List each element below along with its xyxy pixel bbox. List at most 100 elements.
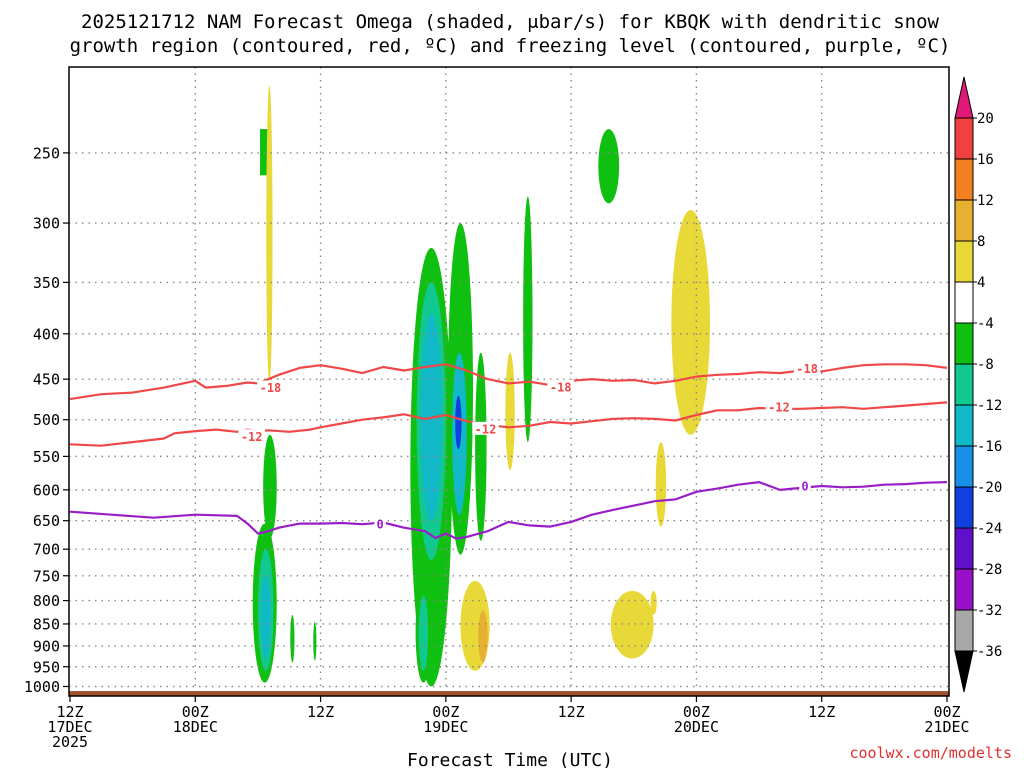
x-tick-label: 00Z	[432, 703, 459, 721]
colorbar-tick-label: 4	[977, 275, 985, 291]
x-axis-label: Forecast Time (UTC)	[407, 750, 613, 768]
terrain-layer	[69, 691, 949, 696]
contour-lines-layer: -18 -18 -18 -12 -12 -12 0 0	[69, 361, 948, 540]
colorbar-bin	[954, 527, 974, 570]
omega-region	[505, 352, 515, 471]
omega-region	[598, 129, 620, 204]
colorbar-tick-label: 16	[977, 152, 994, 168]
credit-text: coolwx.com/modelts	[849, 744, 1012, 762]
x-tick-label: 21DEC	[924, 718, 969, 736]
colorbar-tick-label: 12	[977, 193, 994, 209]
contour-label-bg	[799, 479, 811, 493]
colorbar-bin	[954, 486, 974, 529]
colorbar-bin	[954, 158, 974, 201]
contour-label: -12	[768, 401, 790, 415]
colorbar-tick-label: -8	[977, 357, 994, 373]
omega-region	[478, 610, 488, 663]
contour-label-bg	[238, 429, 265, 443]
colorbar-tick-label: -24	[977, 521, 1002, 537]
y-tick-label: 1000	[24, 678, 60, 696]
x-tick-label: 12Z	[307, 703, 334, 721]
terrain-band	[69, 691, 949, 696]
contour-label: -12	[475, 422, 497, 436]
y-tick-label: 350	[33, 274, 60, 292]
colorbar-bin	[954, 281, 974, 324]
plot-frame	[68, 66, 950, 697]
omega-region	[610, 590, 654, 659]
omega-region	[475, 352, 487, 541]
omega-region	[455, 395, 462, 450]
y-axis-ticks: 250 300 350 400 450 500 550 600 650 700 750 800 850 9…	[24, 144, 69, 696]
x-tick-label: 17DEC	[47, 718, 92, 736]
contour-label-bg	[765, 400, 793, 414]
colorbar-bin	[954, 609, 974, 652]
colorbar-tick-label: 8	[977, 234, 985, 250]
colorbar-tick-label: -20	[977, 480, 1002, 496]
contour-label-bg	[257, 380, 284, 394]
y-tick-label: 650	[33, 512, 60, 530]
y-tick-label: 600	[33, 481, 60, 499]
y-tick-label: 550	[33, 448, 60, 466]
colorbar-bin	[954, 568, 974, 611]
omega-region	[313, 621, 317, 661]
contour-label-bg	[374, 517, 386, 531]
contour-label: 0	[376, 518, 383, 532]
omega-region	[266, 85, 273, 384]
x-tick-label: 18DEC	[173, 718, 218, 736]
y-tick-label: 800	[33, 592, 60, 610]
colorbar-bin	[954, 240, 974, 283]
omega-region	[671, 210, 711, 435]
contour-label-bg	[793, 361, 821, 375]
colorbar-tick-label: -4	[977, 316, 994, 332]
colorbar-tick-label: -32	[977, 603, 1002, 619]
x-tick-label: 12Z	[558, 703, 585, 721]
x-tick-label: 12Z	[56, 703, 83, 721]
colorbar-bin	[954, 363, 974, 406]
y-tick-label: 300	[33, 215, 60, 233]
grid-layer	[69, 67, 949, 696]
colorbar-tick-label: -28	[977, 562, 1002, 578]
omega-region	[523, 196, 533, 443]
y-tick-label: 700	[33, 541, 60, 559]
colorbar-bin	[954, 404, 974, 447]
contour-label: -18	[796, 362, 818, 376]
colorbar-bin	[954, 445, 974, 488]
chart-title-line-1: 2025121712 NAM Forecast Omega (shaded, μ…	[81, 11, 939, 33]
contour-label: -12	[241, 430, 263, 444]
omega-region	[655, 442, 667, 527]
omega-region	[650, 590, 657, 615]
y-tick-label: 850	[33, 615, 60, 633]
y-tick-label: 950	[33, 658, 60, 676]
colorbar-cap-bottom	[954, 650, 974, 693]
contour-label: 0	[801, 480, 808, 494]
y-tick-label: 750	[33, 567, 60, 585]
colorbar: 20 16 12 8 4 -4 -8 -12 -16 -20 -24 -28 -32 -36	[954, 76, 1002, 693]
colorbar-tick-label: -36	[977, 644, 1002, 660]
colorbar-tick-label: -16	[977, 439, 1002, 455]
x-tick-label: 00Z	[683, 703, 710, 721]
y-tick-label: 500	[33, 411, 60, 429]
colorbar-bin	[954, 199, 974, 242]
x-tick-label: 19DEC	[423, 718, 468, 736]
x-tick-label: 20DEC	[674, 718, 719, 736]
y-tick-label: 900	[33, 637, 60, 655]
x-tick-label: 00Z	[182, 703, 209, 721]
colorbar-tick-label: -12	[977, 398, 1002, 414]
omega-region	[290, 614, 295, 663]
colorbar-bin	[954, 117, 974, 160]
x-tick-label: 00Z	[933, 703, 960, 721]
y-tick-label: 400	[33, 325, 60, 343]
y-tick-label: 250	[33, 144, 60, 162]
x-tick-label: 2025	[52, 733, 88, 751]
colorbar-tick-label: 20	[977, 111, 994, 127]
contour-label: -18	[260, 381, 282, 395]
chart-title-line-2: growth region (contoured, red, ºC) and f…	[70, 35, 951, 57]
colorbar-bin	[954, 322, 974, 365]
omega-region	[418, 595, 429, 671]
contour-label-bg	[547, 379, 574, 393]
omega-region	[263, 434, 277, 539]
contour-label-bg	[472, 421, 499, 435]
x-tick-label: 12Z	[808, 703, 835, 721]
